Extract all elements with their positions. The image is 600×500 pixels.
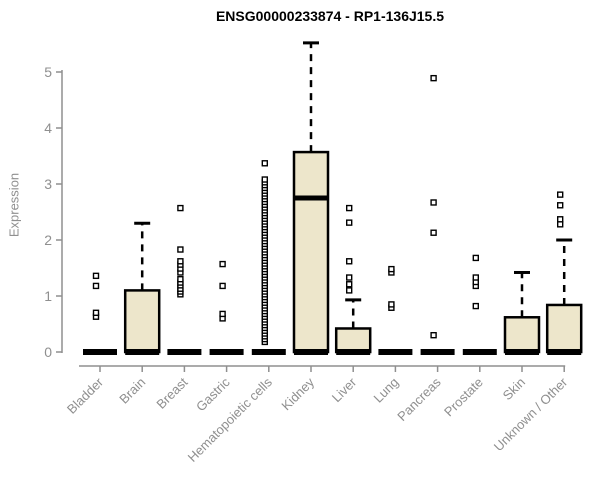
- outlier-point: [472, 274, 479, 281]
- outlier-point: [177, 258, 184, 265]
- y-tick-label: 3: [44, 176, 52, 192]
- zero-median-bar: [209, 349, 244, 355]
- outlier-point: [557, 221, 564, 228]
- y-tick-label: 4: [44, 120, 52, 136]
- zero-median-bar: [83, 349, 117, 355]
- zero-median-bar: [462, 349, 497, 355]
- y-tick-label: 5: [44, 64, 52, 80]
- zero-median-bar: [420, 349, 455, 355]
- outlier-point: [346, 274, 353, 281]
- outlier-point: [388, 301, 395, 308]
- x-tick-label: Bladder: [64, 374, 107, 417]
- outlier-point: [261, 160, 268, 167]
- y-tick-label: 1: [44, 288, 52, 304]
- x-tick-label: Lung: [370, 375, 401, 406]
- outlier-point: [346, 204, 353, 212]
- outlier-point: [177, 246, 184, 253]
- zero-median-bar: [505, 349, 539, 355]
- outlier-point: [430, 332, 437, 339]
- outlier-point: [177, 276, 184, 283]
- box-rect: [292, 150, 330, 354]
- outlier-point: [430, 229, 437, 236]
- box-rect: [503, 316, 541, 354]
- outlier-point: [430, 199, 437, 206]
- zero-median-bar: [378, 349, 413, 355]
- box-rect: [545, 303, 583, 354]
- x-tick-label: Liver: [329, 374, 360, 405]
- outlier-point: [219, 310, 226, 318]
- zero-median-bar: [336, 349, 371, 355]
- outlier-point: [346, 258, 353, 265]
- outlier-point: [472, 302, 479, 310]
- x-tick-label: Brain: [116, 375, 148, 407]
- outlier-point: [388, 265, 395, 273]
- x-tick-label: Breast: [153, 374, 190, 411]
- x-tick-label: Pancreas: [394, 374, 444, 424]
- x-tick-label: Unknown / Other: [491, 374, 571, 454]
- zero-median-bar: [251, 349, 286, 355]
- x-tick-label: Skin: [500, 375, 528, 403]
- x-tick-label: Kidney: [278, 374, 317, 413]
- outlier-point: [346, 219, 353, 226]
- outlier-point: [346, 287, 353, 294]
- chart-title: ENSG00000233874 - RP1-136J15.5: [215, 8, 445, 24]
- outlier-point: [346, 281, 353, 288]
- y-tick-label: 0: [44, 344, 52, 360]
- outlier-point: [472, 254, 479, 262]
- outlier-point: [557, 216, 564, 223]
- x-tick-label: Prostate: [441, 375, 486, 420]
- zero-median-bar: [125, 349, 160, 355]
- outlier-point: [557, 191, 564, 198]
- outlier-point: [219, 282, 226, 290]
- box-rect: [334, 327, 372, 354]
- outlier-point: [261, 176, 268, 183]
- outlier-point: [177, 204, 184, 212]
- outlier-point: [557, 202, 564, 209]
- outlier-point: [219, 260, 226, 268]
- y-tick-label: 2: [44, 232, 52, 248]
- zero-median-bar: [547, 349, 582, 355]
- outlier-point: [430, 74, 437, 82]
- outlier-point: [92, 282, 100, 290]
- outlier-point: [92, 272, 100, 280]
- box-rect: [123, 289, 161, 354]
- zero-median-bar: [167, 349, 202, 355]
- outlier-point: [92, 309, 100, 316]
- zero-median-bar: [294, 349, 328, 355]
- x-tick-label: Gastric: [193, 374, 233, 414]
